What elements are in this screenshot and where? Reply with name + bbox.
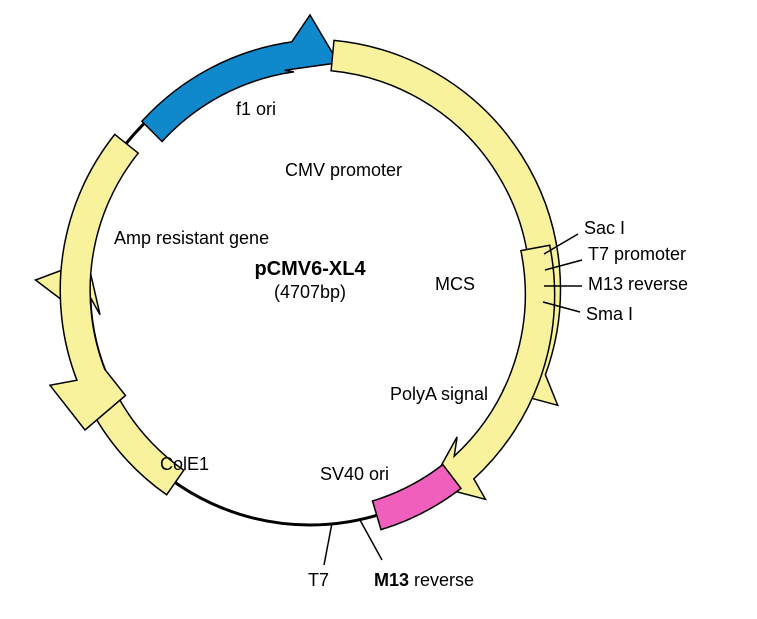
- label-polyA: PolyA signal: [390, 384, 488, 404]
- plasmid-map: pCMV6-XL4 (4707bp) f1 ori CMV promoter A…: [0, 0, 757, 619]
- feature-amp: [50, 134, 138, 430]
- bottom-ticks: [324, 520, 382, 565]
- label-sma1: Sma I: [586, 304, 633, 324]
- label-f1ori: f1 ori: [236, 99, 276, 119]
- feature-f1ori: [142, 15, 338, 142]
- label-sv40: SV40 ori: [320, 464, 389, 484]
- label-t7promoter: T7 promoter: [588, 244, 686, 264]
- label-t7: T7: [308, 570, 329, 590]
- plasmid-title: pCMV6-XL4: [254, 258, 366, 280]
- label-m13reverse: M13 reverse: [588, 274, 688, 294]
- plasmid-size: (4707bp): [274, 282, 346, 302]
- label-amp: Amp resistant gene: [114, 228, 269, 248]
- label-m13reverse-bottom: M13 reverse: [374, 570, 474, 590]
- label-cole1: ColE1: [160, 454, 209, 474]
- label-mcs: MCS: [435, 274, 475, 294]
- label-cmv: CMV promoter: [285, 160, 402, 180]
- label-sac1: Sac I: [584, 218, 625, 238]
